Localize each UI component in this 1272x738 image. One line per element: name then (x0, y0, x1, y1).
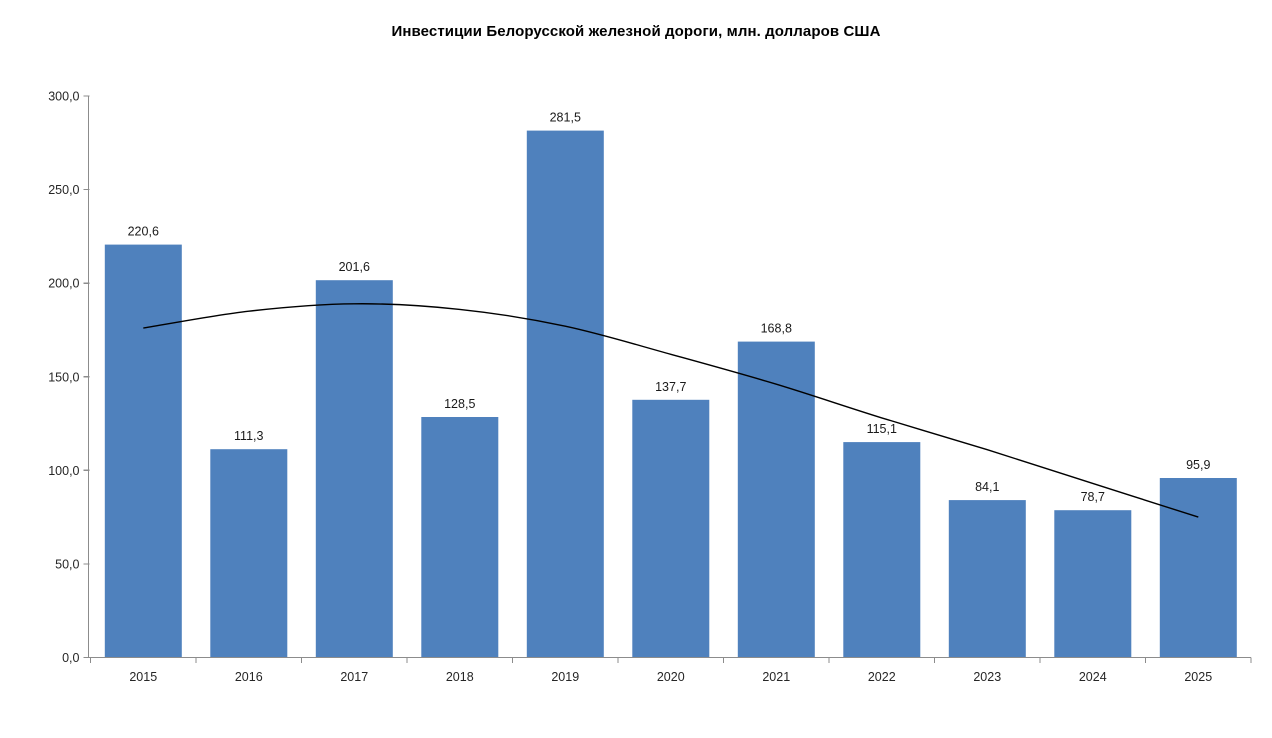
x-axis-category-label: 2015 (129, 670, 157, 684)
bar-2025 (1159, 478, 1237, 658)
bar-2019 (526, 130, 604, 658)
bar-2017 (315, 280, 393, 658)
y-axis-tick-label: 250,0 (48, 183, 79, 197)
x-axis-category-label: 2018 (446, 670, 474, 684)
bar-data-label: 168,8 (761, 322, 792, 336)
bar-2023 (948, 500, 1026, 658)
bar-2021 (737, 341, 815, 658)
bar-2022 (843, 442, 921, 658)
bar-data-label: 111,3 (234, 429, 263, 443)
chart-title: Инвестиции Белорусской железной дороги, … (391, 23, 881, 40)
bar-2020 (632, 399, 710, 658)
bar-data-label: 95,9 (1186, 458, 1210, 472)
x-axis-category-label: 2023 (973, 670, 1001, 684)
bar-data-label: 128,5 (444, 397, 475, 411)
x-axis-category-label: 2019 (551, 670, 579, 684)
y-axis-tick-label: 200,0 (48, 277, 79, 291)
x-axis-category-label: 2025 (1184, 670, 1212, 684)
y-axis-tick-label: 300,0 (48, 90, 79, 104)
bar-data-label: 78,7 (1081, 490, 1105, 504)
y-axis-tick-label: 100,0 (48, 464, 79, 478)
bar-2016 (210, 449, 288, 658)
y-axis-tick-label: 50,0 (55, 557, 79, 571)
bar-data-label: 137,7 (655, 380, 686, 394)
bar-data-label: 281,5 (550, 111, 581, 125)
y-axis-tick-label: 150,0 (48, 370, 79, 384)
x-axis-category-label: 2024 (1079, 670, 1107, 684)
bar-data-label: 84,1 (975, 480, 999, 494)
bar-data-label: 201,6 (339, 260, 370, 274)
x-axis-category-label: 2017 (340, 670, 368, 684)
bar-data-label: 220,6 (128, 225, 159, 239)
bar-2015 (104, 244, 182, 658)
x-axis-category-label: 2020 (657, 670, 685, 684)
x-axis-category-label: 2016 (235, 670, 263, 684)
y-axis-tick-label: 0,0 (62, 651, 79, 665)
bar-2018 (421, 417, 499, 658)
x-axis-category-label: 2021 (762, 670, 790, 684)
bar-data-label: 115,1 (867, 422, 897, 436)
trendline-curve (143, 303, 1199, 518)
x-axis-category-label: 2022 (868, 670, 896, 684)
bar-2024 (1054, 510, 1132, 658)
